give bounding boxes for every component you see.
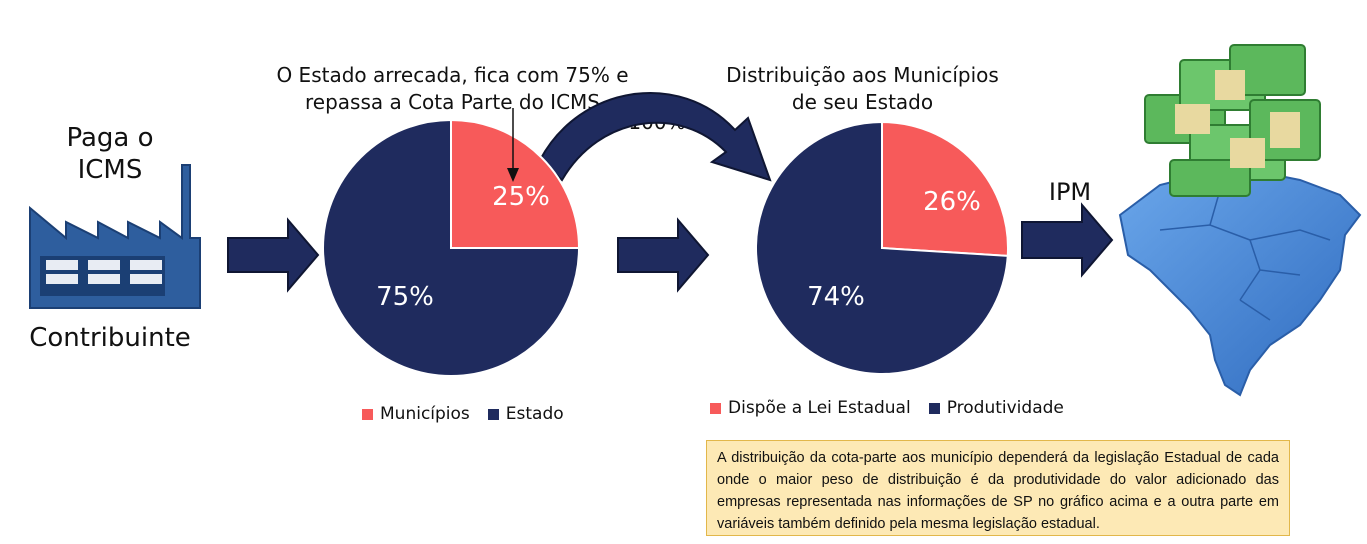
legend-item-municipios: Municípios bbox=[362, 404, 470, 424]
legend-item-estado: Estado bbox=[487, 404, 564, 424]
municipal-pie-slice-1 bbox=[755, 120, 1009, 375]
legend-swatch-red bbox=[362, 408, 373, 420]
arrow-to-state-icon bbox=[227, 217, 320, 293]
ipm-label: IPM bbox=[1048, 178, 1092, 206]
contributor-label: Contribuinte bbox=[29, 323, 191, 353]
legend-item-produtividade: Produtividade bbox=[928, 398, 1064, 418]
legend-swatch-navy bbox=[487, 408, 499, 420]
legend-item-lei-estadual: Dispõe a Lei Estadual bbox=[710, 398, 911, 418]
state-pie-slice-1 bbox=[322, 118, 581, 377]
municipal-pie-caption: Distribuição aos Municípios de seu Estad… bbox=[726, 63, 999, 114]
state-pie-legend: Municípios Estado bbox=[362, 404, 582, 424]
municipal-pie-chart: 26% 74% bbox=[755, 120, 1009, 375]
caption-pointer-icon bbox=[507, 108, 519, 182]
municipal-pie-slice-label-1: 74% bbox=[807, 282, 865, 312]
municipal-pie-slice-0 bbox=[881, 120, 1009, 257]
contributor-pays-label: Paga o ICMS bbox=[66, 123, 154, 185]
explanation-note: A distribuição da cota-parte aos municíp… bbox=[706, 440, 1290, 536]
legend-label-municipios: Municípios bbox=[380, 404, 470, 424]
legend-swatch-navy bbox=[928, 402, 940, 414]
arrow-to-municipal-icon bbox=[617, 217, 710, 293]
arrow-to-map-icon bbox=[1021, 202, 1114, 278]
legend-label-estado: Estado bbox=[505, 404, 564, 424]
legend-label-lei-estadual: Dispõe a Lei Estadual bbox=[728, 398, 911, 418]
municipal-pie-legend: Dispõe a Lei Estadual Produtividade bbox=[710, 398, 1082, 418]
transfer-curved-arrow-icon bbox=[538, 91, 772, 182]
state-pie-chart: 25% 75% bbox=[322, 118, 581, 377]
state-pie-slice-label-1: 75% bbox=[376, 282, 434, 312]
municipal-pie-slice-label-0: 26% bbox=[923, 187, 981, 217]
legend-swatch-red bbox=[710, 402, 721, 414]
brazil-map-money-icon bbox=[1118, 44, 1362, 397]
state-pie-slice-label-0: 25% bbox=[492, 182, 550, 212]
legend-label-produtividade: Produtividade bbox=[946, 398, 1064, 418]
state-pie-slice-0 bbox=[450, 118, 581, 249]
factory-icon bbox=[29, 164, 201, 309]
state-pie-caption: O Estado arrecada, fica com 75% e repass… bbox=[276, 63, 629, 114]
